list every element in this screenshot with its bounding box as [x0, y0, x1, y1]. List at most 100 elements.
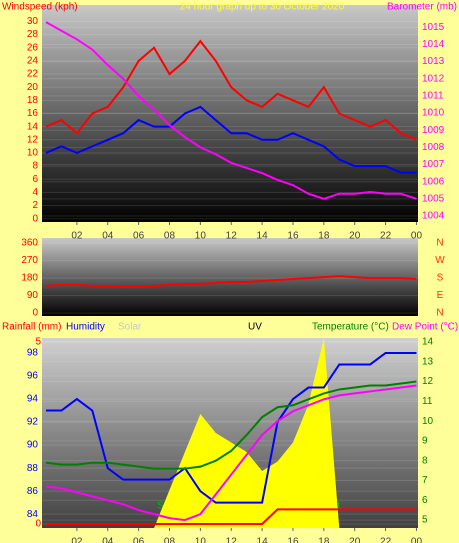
y2-tick-label: 1008 [422, 142, 445, 153]
x-tick-label: 06 [133, 537, 145, 543]
x-tick-label: 20 [349, 231, 361, 242]
x-tick-label: 22 [380, 537, 392, 543]
x-tick-label: 10 [195, 231, 207, 242]
direction-label: N [436, 238, 443, 249]
line [45, 380, 417, 470]
y2-tick-label: 1010 [422, 108, 445, 119]
y2-tick-label: 1011 [422, 91, 444, 102]
x-tick-label: 20 [349, 537, 361, 543]
y-tick-label: 98 [27, 348, 39, 359]
y-tick-label: 26 [27, 42, 39, 53]
line [45, 384, 417, 522]
y-tick-label: 18 [27, 95, 39, 106]
y3-tick-label: 0 [35, 519, 41, 530]
y2-tick-label: 1013 [422, 56, 445, 67]
y-tick-label: 10 [27, 148, 39, 159]
y2-tick-label: 1005 [422, 193, 445, 204]
y2-tick-label: 1006 [422, 176, 445, 187]
y-tick-label: 28 [27, 29, 39, 40]
x-tick-label: 12 [226, 231, 238, 242]
line [46, 508, 417, 525]
y-tick-label: 30 [27, 16, 39, 27]
x-tick-label: 04 [102, 231, 114, 242]
y-tick-label: 86 [27, 486, 39, 497]
x-tick-label: 18 [318, 231, 330, 242]
y-axis-label: Windspeed (kph) [2, 2, 78, 13]
y-tick-label: 94 [27, 394, 39, 405]
legend-entry: Temperature (°C) [312, 322, 389, 333]
x-tick-label: 22 [380, 231, 392, 242]
x-tick-label: 16 [287, 231, 299, 242]
x-tick-label: 14 [257, 231, 269, 242]
y-tick-label: 90 [27, 290, 39, 301]
x-tick-label: 00 [411, 231, 423, 242]
y2-tick-label: 14 [422, 337, 434, 348]
line [45, 275, 417, 288]
y-tick-label: 14 [27, 121, 39, 132]
x-tick-label: 02 [71, 231, 83, 242]
x-tick-label: 08 [164, 231, 176, 242]
direction-label: W [435, 255, 445, 266]
y-tick-label: 16 [27, 108, 39, 119]
y2-tick-label: 11 [422, 396, 433, 407]
legend-entry: Dew Point (°C) [392, 322, 458, 333]
x-tick-label: 02 [71, 537, 83, 543]
x-tick-label: 00 [411, 537, 423, 543]
area [46, 338, 417, 528]
chart-title: 24 hour graph up to 30 October 2020 [180, 2, 345, 13]
y-tick-label: 22 [27, 69, 39, 80]
line [45, 21, 417, 200]
y2-tick-label: 1014 [422, 39, 445, 50]
legend-entry: UV [248, 322, 262, 333]
legend-entry: Solar [118, 322, 142, 333]
line [45, 39, 417, 141]
x-tick-label: 16 [287, 537, 299, 543]
y2-tick-label: 1007 [422, 159, 445, 170]
plot-area [42, 5, 418, 222]
y2-tick-label: 8 [422, 455, 428, 466]
y-tick-label: 96 [27, 371, 39, 382]
y-tick-label: 92 [27, 417, 39, 428]
line [46, 351, 417, 504]
y2-axis-label: Barometer (mb) [387, 2, 457, 13]
line [45, 105, 417, 174]
y2-tick-label: 1012 [422, 73, 445, 84]
y2-tick-label: 1004 [422, 211, 445, 222]
y-tick-label: 6 [32, 174, 38, 185]
y-tick-label: 2 [32, 200, 38, 211]
y-tick-label: 180 [21, 273, 38, 284]
x-tick-label: 10 [195, 537, 207, 543]
x-tick-label: 04 [102, 537, 114, 543]
x-tick-label: 14 [257, 537, 269, 543]
direction-label: N [436, 308, 443, 319]
y-tick-label: 4 [32, 187, 38, 198]
y-tick-label: 360 [21, 238, 38, 249]
y2-tick-label: 13 [422, 356, 434, 367]
y-tick-label: 84 [27, 509, 39, 520]
y-tick-label: 88 [27, 463, 39, 474]
y3-tick-label: 5 [35, 337, 41, 348]
y-tick-label: 270 [21, 255, 38, 266]
legend-entry: Rainfall (mm) [2, 322, 61, 333]
y2-tick-label: 1015 [422, 22, 445, 33]
y2-tick-label: 12 [422, 376, 434, 387]
y2-tick-label: 5 [422, 515, 428, 526]
direction-label: S [437, 273, 444, 284]
y-tick-label: 12 [27, 134, 39, 145]
y2-tick-label: 9 [422, 436, 428, 447]
y-tick-label: 20 [27, 82, 39, 93]
y-tick-label: 0 [32, 213, 38, 224]
x-tick-label: 12 [226, 537, 238, 543]
y2-tick-label: 7 [422, 475, 428, 486]
y2-tick-label: 10 [422, 416, 434, 427]
legend-entry: Humidity [66, 322, 105, 333]
x-tick-label: 08 [164, 537, 176, 543]
direction-label: E [437, 290, 444, 301]
y-tick-label: 8 [32, 161, 38, 172]
y-tick-label: 90 [27, 440, 39, 451]
y2-tick-label: 6 [422, 495, 428, 506]
y2-tick-label: 1009 [422, 125, 445, 136]
x-tick-label: 06 [133, 231, 145, 242]
y-tick-label: 24 [27, 56, 39, 67]
